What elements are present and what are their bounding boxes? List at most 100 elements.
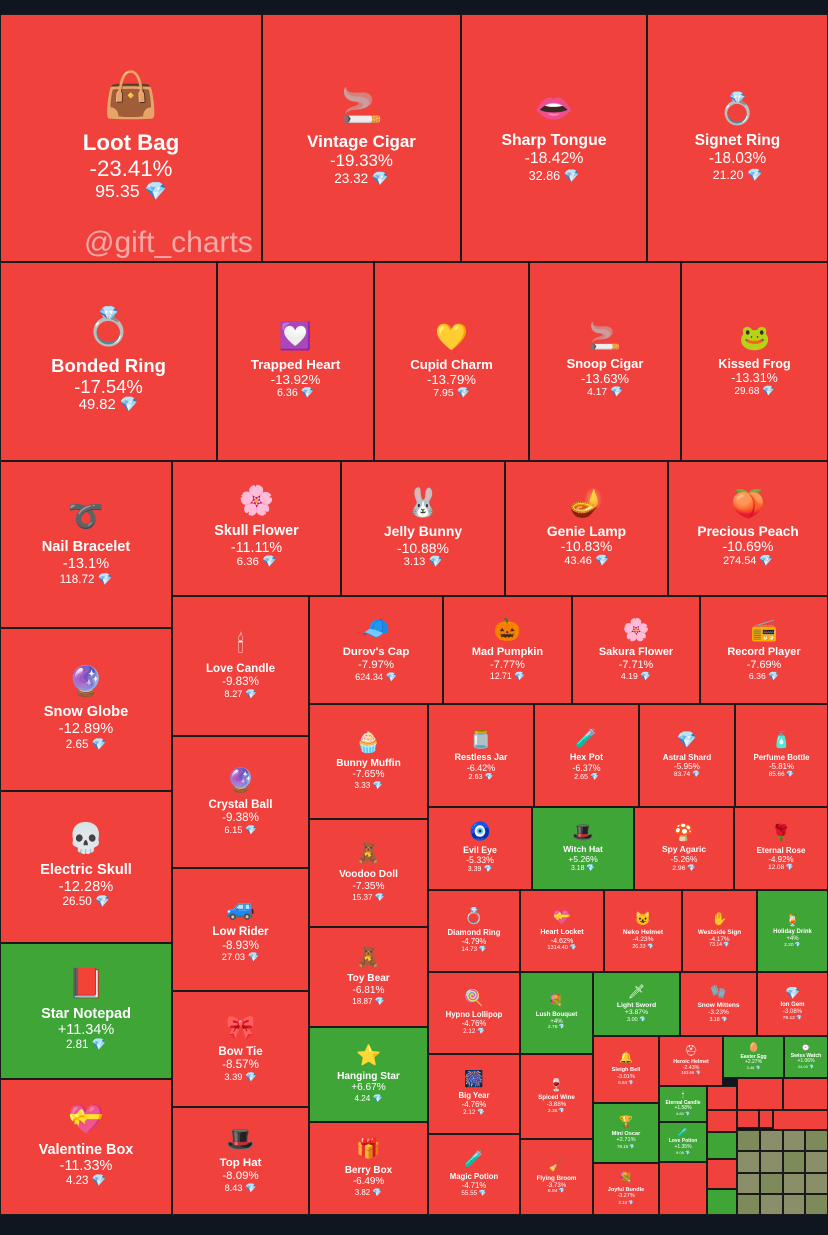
tile-change: -12.28% [58, 878, 114, 895]
tile-name: Vintage Cigar [307, 131, 416, 151]
minor-tile [759, 1110, 773, 1128]
diamond-icon: 💎 [374, 996, 385, 1006]
tile-name: Durov's Cap [342, 645, 410, 658]
micro-tile [737, 1193, 760, 1215]
tile-price: 2.63 [468, 771, 483, 781]
tile-price: 4.23 [65, 1175, 89, 1188]
tile-price: 274.54 [723, 554, 757, 567]
tile-astral-shard: 💎 Astral Shard -5.95% 83.74 💎 [639, 704, 735, 807]
tile-change: -3.73% [546, 1181, 567, 1189]
tile-change: -3.27% [617, 1193, 635, 1200]
diamond-icon: 💎 [586, 865, 596, 873]
astral-shard-icon: 💎 [676, 731, 698, 750]
tile-voodoo-doll: 🧸 Voodoo Doll -7.35% 15.37 💎 [309, 819, 428, 927]
tile-price: 624.34 [355, 672, 383, 683]
tile-big-year: 🎆 Big Year -4.76% 2.12 💎 [428, 1054, 520, 1134]
bottom-bar [0, 1215, 828, 1235]
tile-name: Eternal Rose [756, 845, 806, 855]
tile-price: 2.65 [65, 737, 89, 751]
tile-precious-peach: 🍑 Precious Peach -10.69% 274.54 💎 [668, 461, 828, 596]
tile-price: 6.15 [224, 824, 243, 835]
diamond-icon: 💎 [785, 863, 794, 871]
tile-change: -5.26% [670, 854, 698, 865]
tile-name: Witch Hat [563, 844, 603, 855]
tile-price: 9.06 [676, 1149, 684, 1155]
tile-name: Magic Potion [449, 1171, 499, 1181]
tile-heart-locket: 💝 Heart Locket -4.62% 1314.40 💎 [520, 890, 604, 972]
tile-change: -2.43% [682, 1065, 700, 1072]
tile-top-hat: 🎩 Top Hat -8.09% 8.43 💎 [172, 1107, 309, 1215]
tile-name: Flying Broom [536, 1174, 577, 1182]
tile-name: Berry Box [344, 1164, 393, 1176]
tile-name: Restless Jar [454, 752, 508, 763]
diamond-icon: 💎 [721, 1016, 728, 1023]
swiss-watch-icon: ⌚ [801, 1043, 811, 1053]
diamond-icon: 💎 [563, 168, 580, 183]
trapped-heart-icon: 💟 [278, 321, 313, 352]
tile-name: Trapped Heart [250, 356, 341, 372]
tile-price: 95.35 [95, 181, 140, 202]
micro-tile [805, 1130, 828, 1152]
precious-peach-icon: 🍑 [731, 487, 765, 519]
tile-toy-bear: 🧸 Toy Bear -6.81% 18.87 💎 [309, 927, 428, 1027]
vintage-cigar-icon: 🚬 [340, 86, 383, 125]
tile-price: 6.84 [547, 1189, 558, 1195]
tile-change: -8.57% [222, 1058, 259, 1072]
diamond-icon: 💎 [628, 1080, 634, 1086]
bow-tie-icon: 🎀 [226, 1013, 255, 1040]
tile-change: -18.42% [524, 150, 584, 168]
tile-joyful-bundle: 💐 Joyful Bundle -3.27% 3.13 💎 [593, 1163, 659, 1215]
tile-change: -3.23% [708, 1009, 729, 1017]
tile-nail-bracelet: ➰ Nail Bracelet -13.1% 118.72 💎 [0, 461, 172, 628]
tile-change: -17.54% [74, 376, 143, 398]
tile-name: Nail Bracelet [41, 539, 131, 556]
tile-change: -11.11% [230, 539, 283, 556]
tile-price: 55.55 [461, 1189, 478, 1197]
minor-tile [707, 1110, 737, 1132]
tile-change: +1.06% [797, 1058, 815, 1065]
tile-price: 15.37 [352, 892, 373, 902]
snow-mittens-icon: 🧤 [710, 984, 727, 1000]
diamond-icon: 💎 [245, 688, 257, 699]
tile-change: -4.71% [461, 1180, 487, 1190]
holiday-drink-icon: 🍹 [784, 912, 801, 927]
tile-name: Sakura Flower [598, 646, 674, 659]
tile-name: Loot Bag [82, 130, 180, 155]
tile-name: Mad Pumpkin [471, 646, 544, 659]
tile-change: -7.71% [618, 658, 654, 671]
tile-price: 2.65 [574, 772, 588, 781]
tile-change: -10.88% [397, 539, 449, 556]
tile-hypno-lollipop: 🍭 Hypno Lollipop -4.76% 2.12 💎 [428, 972, 520, 1054]
tile-name: Bunny Muffin [336, 757, 401, 769]
diamond-icon: 💎 [723, 942, 730, 949]
restless-jar-icon: 🫙 [469, 728, 493, 749]
tile-name: Eternal Candle [665, 1099, 701, 1106]
tile-change: -9.38% [222, 811, 259, 825]
tile-price: 3.39 [467, 865, 482, 873]
tile-change: -6.37% [572, 762, 601, 773]
tile-ion-gem: 💎 Ion Gem -3.08% 79.12 💎 [757, 972, 828, 1036]
diamond-icon: 💎 [477, 1109, 485, 1117]
diamond-icon: 💎 [755, 1065, 761, 1071]
star-notepad-icon: 📕 [68, 967, 104, 1000]
cupid-charm-icon: 💛 [435, 321, 468, 352]
tile-snow-globe: 🔮 Snow Globe -12.89% 2.65 💎 [0, 628, 172, 791]
tile-change: +1.35% [674, 1143, 692, 1150]
tile-price: 3.00 [627, 1017, 638, 1024]
tile-signet-ring: 💍 Signet Ring -18.03% 21.20 💎 [647, 14, 828, 262]
tile-price: 7.95 [433, 387, 454, 400]
micro-tile [805, 1172, 828, 1194]
tile-name: Record Player [727, 646, 801, 659]
diamond-icon: 💎 [372, 1187, 383, 1197]
tile-eternal-rose: 🌹 Eternal Rose -4.92% 12.08 💎 [734, 807, 828, 890]
tile-star-notepad: 📕 Star Notepad +11.34% 2.81 💎 [0, 943, 172, 1079]
tile-name: Perfume Bottle [753, 752, 810, 762]
tile-jelly-bunny: 🐰 Jelly Bunny -10.88% 3.13 💎 [341, 461, 505, 596]
minor-tile [737, 1110, 759, 1128]
tile-name: Astral Shard [662, 752, 712, 762]
big-year-icon: 🎆 [464, 1070, 484, 1088]
diamond-icon: 💎 [589, 772, 599, 781]
tile-bonded-ring: 💍 Bonded Ring -17.54% 49.82 💎 [0, 262, 217, 461]
tile-price: 32.86 [528, 168, 561, 183]
tile-change: -13.79% [426, 371, 476, 387]
